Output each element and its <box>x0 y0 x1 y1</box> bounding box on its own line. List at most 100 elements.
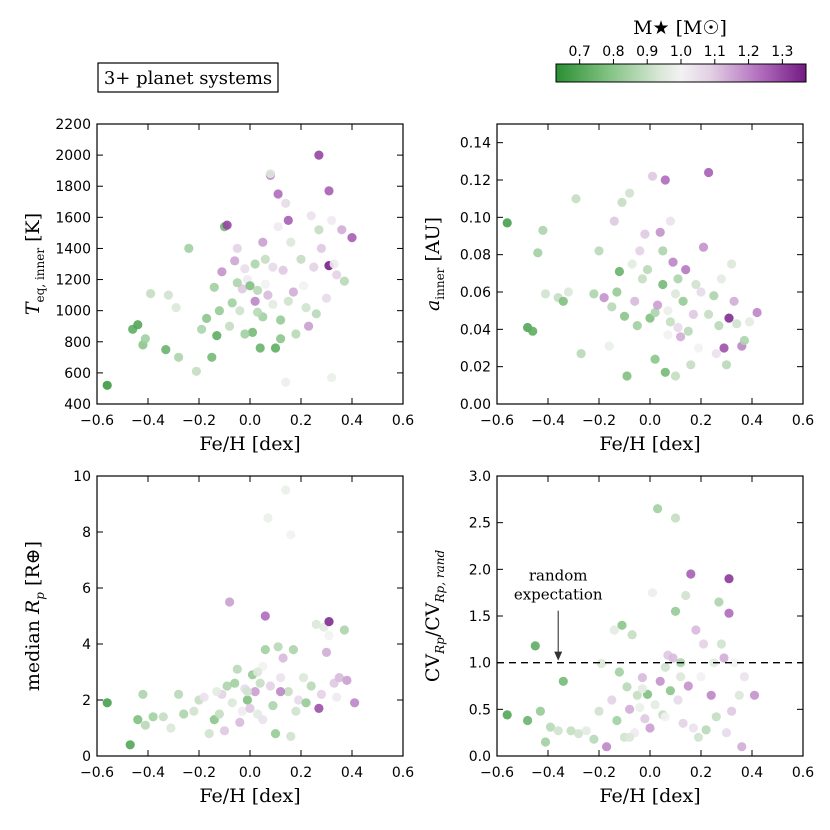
scatter-point <box>696 672 706 682</box>
scatter-point <box>716 274 727 284</box>
scatter-point <box>260 279 270 289</box>
scatter-point <box>574 729 584 739</box>
y-tick-label: 0.04 <box>460 322 491 338</box>
scatter-point <box>647 171 658 181</box>
x-tick-label: 0.0 <box>239 765 261 781</box>
panel-ainner: −0.6 −0.4 −0.2 0.0 0.2 0.4 0.6 0.00 0.02 0.04 0.06… <box>422 123 814 455</box>
x-tick-label: 0.2 <box>690 413 712 429</box>
colorbar-tick-label: 1.1 <box>704 44 726 60</box>
y-tick-label: 1.0 <box>469 656 491 672</box>
scatter-point <box>268 701 278 711</box>
colorbar-tick-label: 0.8 <box>602 44 624 60</box>
y-tick-label: 3.0 <box>469 469 491 485</box>
scatter-point <box>102 698 112 708</box>
scatter-point <box>260 254 270 264</box>
scatter-point <box>676 672 686 682</box>
scatter-point <box>660 175 670 185</box>
x-tick-label: −0.6 <box>480 765 514 781</box>
scatter-point <box>276 673 286 683</box>
scatter-point <box>673 274 683 284</box>
x-tick-label: 0.2 <box>290 765 312 781</box>
scatter-point <box>278 653 288 663</box>
scatter-point <box>321 293 332 303</box>
scatter-point <box>283 687 293 697</box>
scatter-point <box>258 715 268 725</box>
y-axis-label: median Rp [R⊕] <box>22 541 47 691</box>
scatter-point <box>166 723 176 733</box>
x-axis-label: Fe/H [dex] <box>599 785 700 807</box>
scatter-point <box>240 264 250 274</box>
y-axis-label: Teq, inner [K] <box>22 213 47 315</box>
x-tick-label: −0.2 <box>182 413 216 429</box>
scatter-point <box>327 215 337 225</box>
scatter-point <box>276 687 286 697</box>
scatter-point <box>749 690 760 700</box>
scatter-point <box>138 689 148 700</box>
scatter-point <box>681 590 691 601</box>
scatter-points <box>102 150 357 390</box>
scatter-point <box>197 324 207 334</box>
scatter-point <box>650 700 660 710</box>
scatter-point <box>576 349 586 359</box>
scatter-point <box>347 233 357 243</box>
y-tick-label: 10 <box>73 469 91 485</box>
scatter-point <box>625 704 635 714</box>
plot-frame <box>496 123 804 405</box>
scatter-point <box>281 377 291 387</box>
scatter-point <box>255 343 265 353</box>
scatter-point <box>653 300 663 310</box>
scatter-point <box>316 689 326 700</box>
scatter-point <box>245 703 255 714</box>
x-tick-label: −0.4 <box>131 413 165 429</box>
scatter-point <box>719 653 729 663</box>
scatter-point <box>711 349 721 359</box>
scatter-point <box>250 259 260 269</box>
scatter-point <box>148 712 158 722</box>
scatter-point <box>704 167 714 178</box>
scatter-point <box>721 360 732 370</box>
scatter-point <box>219 726 230 736</box>
scatter-point <box>283 215 293 225</box>
scatter-point <box>617 197 627 207</box>
scatter-point <box>658 246 668 256</box>
x-tick-label: 0.4 <box>741 765 763 781</box>
scatter-point <box>632 690 642 700</box>
scatter-point <box>752 307 762 318</box>
plot-frame <box>96 475 404 757</box>
scatter-point <box>691 625 701 635</box>
x-tick-label: −0.2 <box>582 765 616 781</box>
legend-box: 3+ planet systems <box>97 62 279 93</box>
scatter-point <box>214 709 224 719</box>
colorbar-tick-label: 1.2 <box>737 44 759 60</box>
scatter-point <box>321 647 332 658</box>
scatter-point <box>732 319 742 329</box>
annotation-arrow-head <box>554 651 563 661</box>
scatter-point <box>191 366 201 376</box>
scatter-point <box>301 303 311 313</box>
x-tick-label: −0.2 <box>582 413 616 429</box>
scatter-point <box>133 320 143 330</box>
y-tick-label: 6 <box>82 581 91 597</box>
scatter-point <box>637 274 648 284</box>
scatter-point <box>540 289 551 299</box>
scatter-point <box>660 367 670 377</box>
scatter-point <box>225 321 235 331</box>
scatter-point <box>612 715 622 726</box>
scatter-point <box>247 327 258 337</box>
scatter-point <box>240 329 250 339</box>
x-tick-label: −0.4 <box>531 413 565 429</box>
scatter-point <box>125 740 135 750</box>
scatter-point <box>276 334 286 344</box>
scatter-point <box>724 313 734 323</box>
scatter-point <box>724 608 734 618</box>
scatter-point <box>273 642 283 652</box>
scatter-point <box>286 237 296 247</box>
scatter-point <box>324 186 334 196</box>
scatter-point <box>640 229 650 239</box>
scatter-point <box>691 279 701 290</box>
y-tick-label: 0.0 <box>469 749 491 765</box>
scatter-point <box>653 504 663 514</box>
scatter-point <box>288 287 298 297</box>
y-tick-label: 2.0 <box>469 562 491 578</box>
